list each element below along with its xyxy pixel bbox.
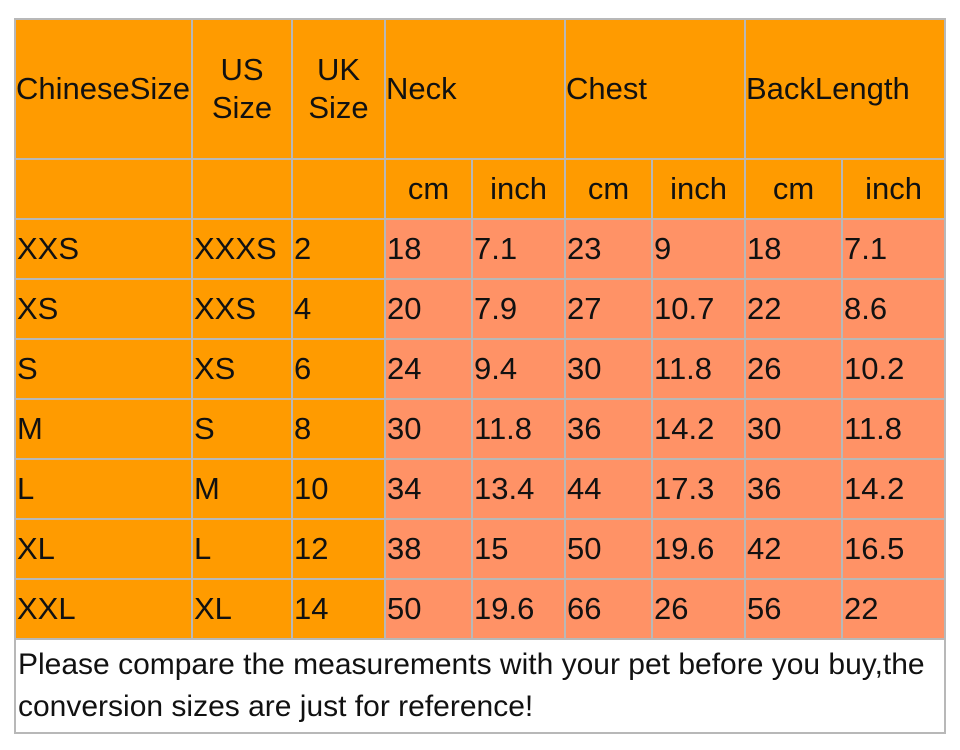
cell-chest-cm: 27 xyxy=(564,278,653,340)
cell-chest-inch: 26 xyxy=(651,578,746,640)
table-row: L M 10 34 13.4 44 17.3 36 14.2 xyxy=(14,458,946,520)
cell-uk-size: 8 xyxy=(291,398,386,460)
cell-neck-cm: 38 xyxy=(384,518,473,580)
cell-back-inch: 8.6 xyxy=(841,278,946,340)
header-uk-size-line2: Size xyxy=(308,90,369,125)
cell-chinese-size: XS xyxy=(14,278,193,340)
cell-uk-size: 2 xyxy=(291,218,386,280)
cell-chinese-size: XXL xyxy=(14,578,193,640)
cell-chinese-size: L xyxy=(14,458,193,520)
unit-empty-us xyxy=(191,158,293,220)
unit-empty-uk xyxy=(291,158,386,220)
cell-back-cm: 18 xyxy=(744,218,843,280)
cell-us-size: M xyxy=(191,458,293,520)
cell-chest-inch: 11.8 xyxy=(651,338,746,400)
cell-chest-inch: 14.2 xyxy=(651,398,746,460)
header-uk-size-line1: UK xyxy=(316,52,361,87)
unit-row: cm inch cm inch cm inch xyxy=(14,158,946,220)
cell-neck-cm: 34 xyxy=(384,458,473,520)
cell-chest-cm: 30 xyxy=(564,338,653,400)
cell-chinese-size: S xyxy=(14,338,193,400)
cell-back-cm: 22 xyxy=(744,278,843,340)
table-row: XXL XL 14 50 19.6 66 26 56 22 xyxy=(14,578,946,640)
cell-back-inch: 14.2 xyxy=(841,458,946,520)
unit-neck-inch: inch xyxy=(471,158,566,220)
cell-chest-inch: 17.3 xyxy=(651,458,746,520)
cell-back-cm: 26 xyxy=(744,338,843,400)
cell-back-inch: 22 xyxy=(841,578,946,640)
cell-back-inch: 7.1 xyxy=(841,218,946,280)
cell-neck-inch: 13.4 xyxy=(471,458,566,520)
header-us-size-line2: Size xyxy=(211,90,273,125)
header-us-size-line1: US xyxy=(220,52,264,87)
header-chinese-size: ChineseSize xyxy=(14,18,193,160)
cell-neck-inch: 15 xyxy=(471,518,566,580)
header-us-size: US Size xyxy=(191,18,293,160)
cell-chinese-size: XL xyxy=(14,518,193,580)
table-row: M S 8 30 11.8 36 14.2 30 11.8 xyxy=(14,398,946,460)
footer-note: Please compare the measurements with you… xyxy=(14,638,946,734)
cell-chinese-size: M xyxy=(14,398,193,460)
cell-chest-cm: 44 xyxy=(564,458,653,520)
cell-neck-cm: 50 xyxy=(384,578,473,640)
unit-back-cm: cm xyxy=(744,158,843,220)
cell-us-size: XS xyxy=(191,338,293,400)
cell-neck-inch: 9.4 xyxy=(471,338,566,400)
header-row: ChineseSize US Size UK Size Neck Chest B… xyxy=(14,18,946,160)
cell-uk-size: 14 xyxy=(291,578,386,640)
cell-back-cm: 30 xyxy=(744,398,843,460)
table-row: XS XXS 4 20 7.9 27 10.7 22 8.6 xyxy=(14,278,946,340)
cell-chest-inch: 9 xyxy=(651,218,746,280)
cell-us-size: XXXS xyxy=(191,218,293,280)
cell-uk-size: 6 xyxy=(291,338,386,400)
cell-neck-inch: 7.9 xyxy=(471,278,566,340)
cell-neck-inch: 7.1 xyxy=(471,218,566,280)
cell-us-size: XXS xyxy=(191,278,293,340)
cell-chest-cm: 66 xyxy=(564,578,653,640)
header-uk-size: UK Size xyxy=(291,18,386,160)
header-chest: Chest xyxy=(564,18,746,160)
unit-empty-chinese xyxy=(14,158,193,220)
cell-us-size: S xyxy=(191,398,293,460)
cell-back-cm: 42 xyxy=(744,518,843,580)
cell-back-inch: 16.5 xyxy=(841,518,946,580)
header-neck: Neck xyxy=(384,18,566,160)
cell-neck-cm: 20 xyxy=(384,278,473,340)
cell-neck-inch: 11.8 xyxy=(471,398,566,460)
cell-chest-cm: 23 xyxy=(564,218,653,280)
table-row: XXS XXXS 2 18 7.1 23 9 18 7.1 xyxy=(14,218,946,280)
cell-back-cm: 36 xyxy=(744,458,843,520)
unit-back-inch: inch xyxy=(841,158,946,220)
footer-row: Please compare the measurements with you… xyxy=(14,638,946,734)
cell-neck-cm: 24 xyxy=(384,338,473,400)
cell-neck-cm: 18 xyxy=(384,218,473,280)
cell-neck-inch: 19.6 xyxy=(471,578,566,640)
cell-back-inch: 11.8 xyxy=(841,398,946,460)
unit-chest-inch: inch xyxy=(651,158,746,220)
cell-back-cm: 56 xyxy=(744,578,843,640)
cell-us-size: XL xyxy=(191,578,293,640)
cell-uk-size: 10 xyxy=(291,458,386,520)
cell-chest-inch: 19.6 xyxy=(651,518,746,580)
cell-uk-size: 12 xyxy=(291,518,386,580)
cell-us-size: L xyxy=(191,518,293,580)
table-row: S XS 6 24 9.4 30 11.8 26 10.2 xyxy=(14,338,946,400)
table-row: XL L 12 38 15 50 19.6 42 16.5 xyxy=(14,518,946,580)
cell-chest-inch: 10.7 xyxy=(651,278,746,340)
header-back-length: BackLength xyxy=(744,18,946,160)
cell-chest-cm: 50 xyxy=(564,518,653,580)
cell-neck-cm: 30 xyxy=(384,398,473,460)
unit-chest-cm: cm xyxy=(564,158,653,220)
cell-chinese-size: XXS xyxy=(14,218,193,280)
cell-uk-size: 4 xyxy=(291,278,386,340)
unit-neck-cm: cm xyxy=(384,158,473,220)
cell-back-inch: 10.2 xyxy=(841,338,946,400)
cell-chest-cm: 36 xyxy=(564,398,653,460)
size-chart-table: ChineseSize US Size UK Size Neck Chest B… xyxy=(14,18,946,734)
